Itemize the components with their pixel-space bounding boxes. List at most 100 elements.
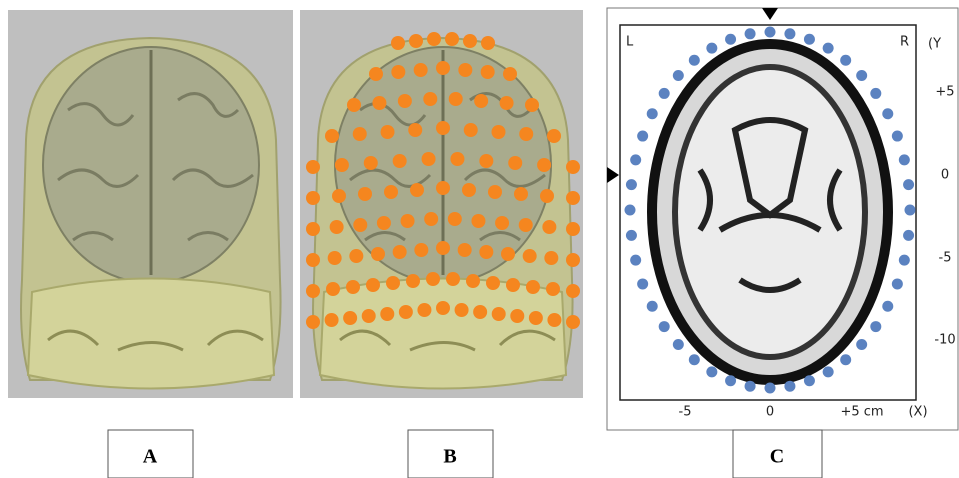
electrode [436,121,450,135]
electrode [330,220,344,234]
electrode [386,276,400,290]
electrode [414,243,428,257]
electrode [306,284,320,298]
electrode [446,272,460,286]
scalp-dot [765,383,776,394]
electrode [503,67,517,81]
electrode [445,32,459,46]
electrode [510,309,524,323]
electrode [471,214,485,228]
scalp-dot [673,339,684,350]
scalp-dot [637,278,648,289]
electrode [488,185,502,199]
panel-label: A [143,446,158,468]
y-axis-title: (Y [928,37,941,52]
scalp-dot [689,55,700,66]
electrode [408,123,422,137]
electrode [346,280,360,294]
electrode [464,123,478,137]
scalp-dot [659,88,670,99]
electrode [410,183,424,197]
electrode [566,284,580,298]
page: {"panels": [ {"label": "A"}, {"label": "… [0,0,959,478]
electrode [377,216,391,230]
electrode [486,276,500,290]
electrode [358,187,372,201]
electrode [436,61,450,75]
scalp-dot [892,278,903,289]
electrode [529,311,543,325]
scalp-dot [745,381,756,392]
scalp-dot [804,375,815,386]
x-axis-title: (X) [908,405,927,420]
electrode [501,247,515,261]
scalp-dot [870,321,881,332]
electrode [417,303,431,317]
scalp-dot [625,205,636,216]
electrode [306,315,320,329]
electrode [566,253,580,267]
electrode [391,65,405,79]
scalp-dot [706,366,717,377]
electrode [492,125,506,139]
electrode [525,98,539,112]
head-model-a [21,38,281,389]
electrode [414,63,428,77]
electrode [398,94,412,108]
scalp-dot [840,55,851,66]
electrode [458,243,472,257]
x-tick-label: 0 [766,405,774,420]
electrode [422,152,436,166]
electrode [343,311,357,325]
scalp-dot [804,34,815,45]
electrode [393,154,407,168]
electrode [366,278,380,292]
figure: L R (Y +5 0 -5 -10 -5 0 +5 cm (X) A B C [0,0,959,478]
electrode [399,305,413,319]
electrode [426,272,440,286]
electrode [306,191,320,205]
electrode [514,187,528,201]
y-tick-label: +5 [935,85,954,100]
scalp-dot [725,34,736,45]
electrode [523,249,537,263]
electrode [481,65,495,79]
electrode [473,305,487,319]
electrode [474,94,488,108]
electrode [381,125,395,139]
electrode [547,313,561,327]
corner-label: L [626,35,634,50]
electrode [335,158,349,172]
electrode [462,183,476,197]
electrode [306,160,320,174]
electrode [448,212,462,226]
electrode [424,212,438,226]
scalp-dot [647,301,658,312]
electrode [500,96,514,110]
electrode [506,278,520,292]
electrode [436,181,450,195]
scalp-dot [905,205,916,216]
panel-label: C [770,446,784,468]
scalp-dot [725,375,736,386]
electrode [463,34,477,48]
corner-label: R [900,35,909,50]
scalp-dot [784,28,795,39]
electrode [519,127,533,141]
electrode [371,247,385,261]
head-model-b [313,38,573,389]
scalp-dot [840,354,851,365]
electrode [406,274,420,288]
electrode [544,251,558,265]
electrode [427,32,441,46]
scalp-dot [823,43,834,54]
electrode [423,92,437,106]
y-tick-label: 0 [941,168,949,183]
electrode [537,158,551,172]
scalp-dot [626,230,637,241]
electrode [466,274,480,288]
electrode [391,36,405,50]
electrode [508,156,522,170]
scalp-dot [630,154,641,165]
scalp-dot [856,70,867,81]
